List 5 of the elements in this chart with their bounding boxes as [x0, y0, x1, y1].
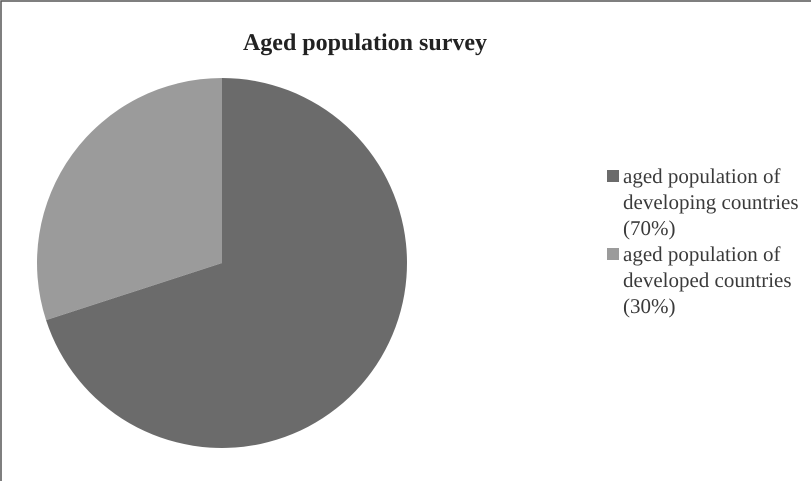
chart-title: Aged population survey [242, 30, 488, 56]
legend-label: aged population of developed countries (30%) [623, 242, 792, 318]
pie-slice [46, 78, 407, 448]
pie-slice [37, 78, 222, 320]
legend-label: aged population of developing countries (70%) [623, 164, 799, 240]
